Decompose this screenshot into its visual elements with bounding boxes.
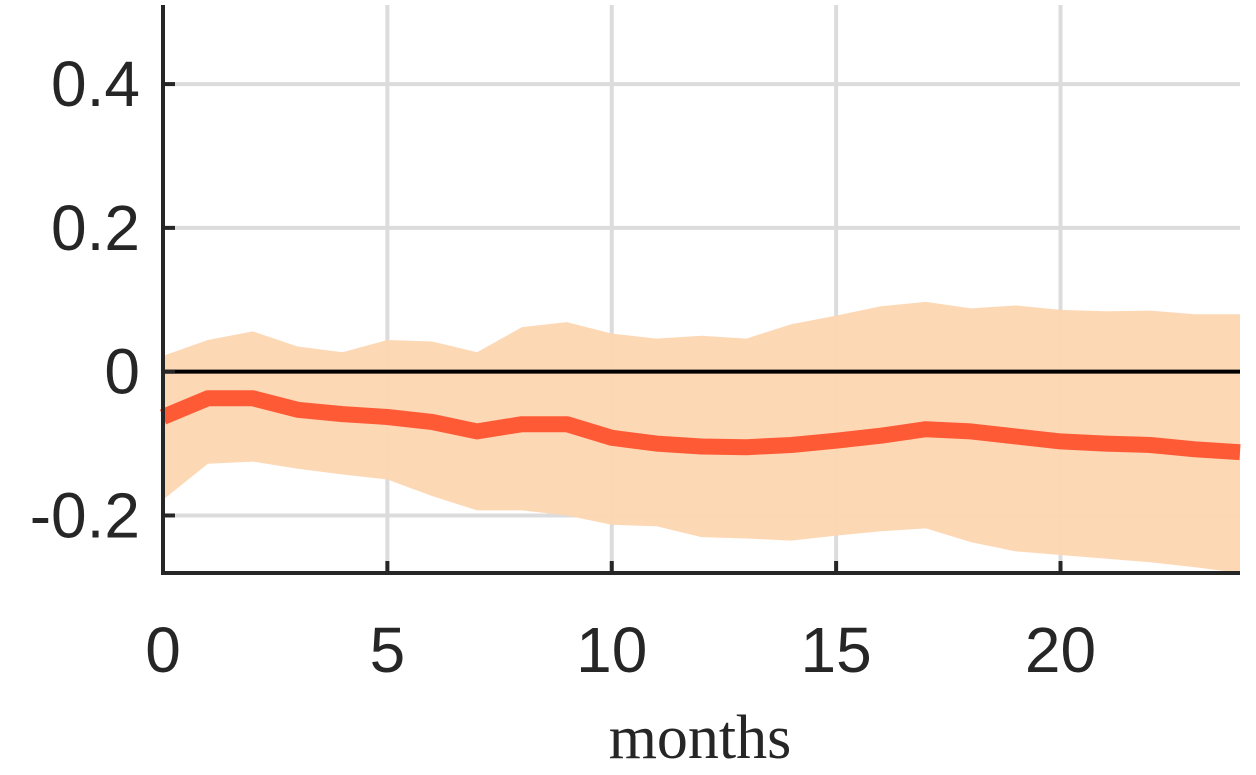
y-tick-label: 0 xyxy=(104,336,140,408)
confidence-band-group xyxy=(163,301,1240,573)
y-tick-label: -0.2 xyxy=(30,479,140,551)
x-tick-label: 0 xyxy=(145,614,181,686)
y-tick-label: 0.2 xyxy=(51,192,140,264)
axes xyxy=(161,5,1240,575)
x-tick-label: 15 xyxy=(801,614,872,686)
tick-labels: 0 5 10 15 20-0.200.20.4 xyxy=(30,48,1096,686)
x-axis-label: months xyxy=(609,704,792,772)
x-tick-label: 20 xyxy=(1025,614,1096,686)
x-tick-label: 10 xyxy=(576,614,647,686)
x-tick-label: 5 xyxy=(370,614,406,686)
confidence-band xyxy=(163,301,1240,573)
y-tick-label: 0.4 xyxy=(51,48,140,120)
series-line-group xyxy=(159,390,1241,461)
series-line xyxy=(159,390,1241,461)
